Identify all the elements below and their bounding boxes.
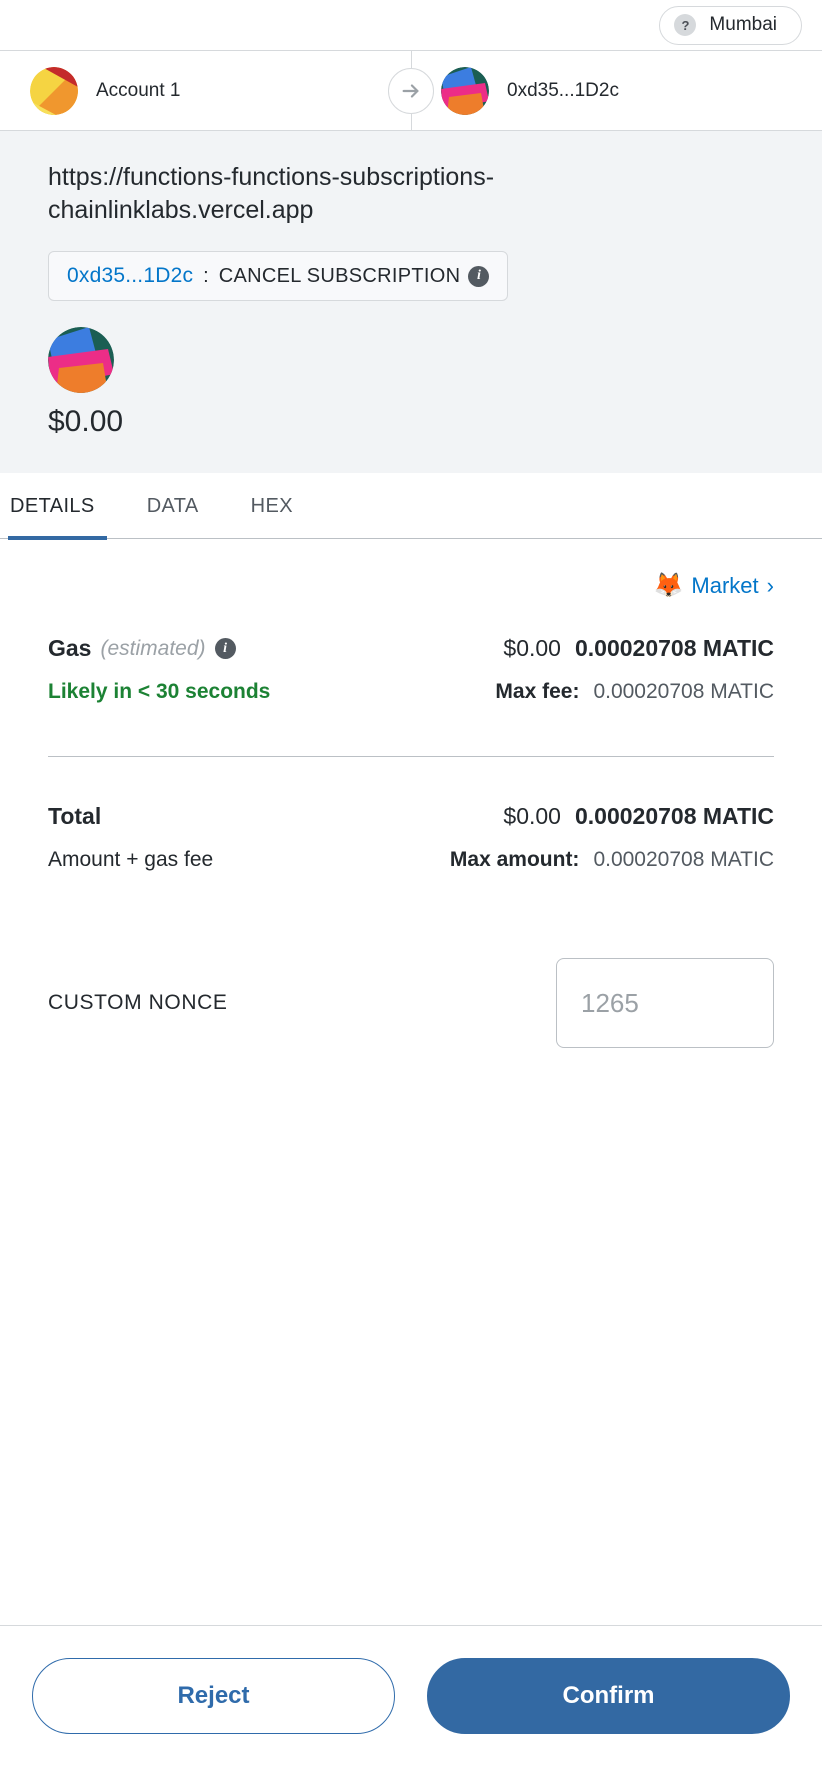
- chevron-right-icon: ›: [766, 573, 774, 598]
- gas-speed-estimate: Likely in < 30 seconds: [48, 680, 271, 703]
- total-subrow: Amount + gas fee Max amount: 0.00020708 …: [48, 848, 774, 872]
- total-fiat-value: $0.00: [503, 803, 561, 829]
- gas-estimated-label: (estimated): [100, 636, 206, 660]
- amount-block: $0.00: [48, 327, 822, 439]
- max-amount-label: Max amount:: [449, 848, 580, 871]
- gas-fiat-value: $0.00: [503, 635, 561, 661]
- gas-label: Gas: [48, 635, 92, 661]
- total-label: Total: [48, 803, 102, 829]
- reject-button[interactable]: Reject: [32, 1658, 395, 1734]
- gas-speed-row: Likely in < 30 seconds Max fee: 0.000207…: [48, 680, 774, 704]
- info-icon[interactable]: i: [214, 638, 236, 659]
- network-name: Mumbai: [709, 14, 777, 35]
- sender-recipient-bar: Account 1: [0, 51, 822, 131]
- origin-url: https://functions-functions-subscription…: [48, 163, 495, 224]
- custom-nonce-label: CUSTOM NONCE: [48, 991, 228, 1014]
- confirm-button[interactable]: Confirm: [427, 1658, 790, 1734]
- tab-bar: DETAILS DATA HEX: [0, 473, 822, 540]
- origin-panel: https://functions-functions-subscription…: [0, 131, 822, 473]
- total-row: Total $0.00 0.00020708 MATIC: [48, 803, 774, 830]
- contract-address-link[interactable]: 0xd35...1D2c: [67, 264, 194, 287]
- amount-fiat-value: $0.00: [48, 405, 124, 438]
- gas-row: Gas (estimated) i $0.00 0.00020708 MATIC: [48, 635, 774, 662]
- recipient-account[interactable]: 0xd35...1D2c: [411, 66, 822, 115]
- total-native-value: 0.00020708 MATIC: [574, 803, 774, 829]
- tab-details[interactable]: DETAILS: [0, 495, 121, 540]
- details-panel: 🦊 Market › Gas (estimated) i $0.00 0.000…: [0, 539, 822, 1625]
- transaction-action-name: CANCEL SUBSCRIPTION: [218, 264, 461, 287]
- sender-account-name: Account 1: [96, 79, 181, 101]
- avatar: [441, 66, 489, 115]
- network-bar: ? Mumbai: [0, 0, 822, 51]
- section-divider: [48, 756, 774, 757]
- recipient-address: 0xd35...1D2c: [507, 79, 619, 101]
- gas-native-value: 0.00020708 MATIC: [574, 635, 774, 661]
- max-amount-value: 0.00020708 MATIC: [593, 848, 774, 871]
- custom-nonce-input[interactable]: [556, 958, 774, 1048]
- custom-nonce-row: CUSTOM NONCE: [48, 958, 774, 1048]
- avatar: [48, 327, 114, 393]
- fox-icon: 🦊: [653, 572, 684, 599]
- tab-data[interactable]: DATA: [121, 495, 225, 538]
- total-sublabel: Amount + gas fee: [48, 848, 214, 871]
- market-link-label: Market: [691, 573, 759, 598]
- market-link[interactable]: 🦊 Market ›: [654, 573, 774, 599]
- network-selector[interactable]: ? Mumbai: [659, 5, 802, 45]
- chip-separator: :: [203, 264, 209, 287]
- avatar: [30, 66, 78, 115]
- info-icon[interactable]: i: [468, 265, 490, 287]
- tab-hex[interactable]: HEX: [225, 495, 319, 538]
- sender-account[interactable]: Account 1: [0, 66, 411, 115]
- transaction-action-chip: 0xd35...1D2c : CANCEL SUBSCRIPTION i: [48, 251, 509, 301]
- action-footer: Reject Confirm: [0, 1625, 822, 1770]
- max-fee-value: 0.00020708 MATIC: [593, 680, 774, 703]
- market-row: 🦊 Market ›: [48, 539, 774, 599]
- question-mark-icon: ?: [674, 14, 697, 36]
- max-fee-label: Max fee:: [495, 680, 580, 703]
